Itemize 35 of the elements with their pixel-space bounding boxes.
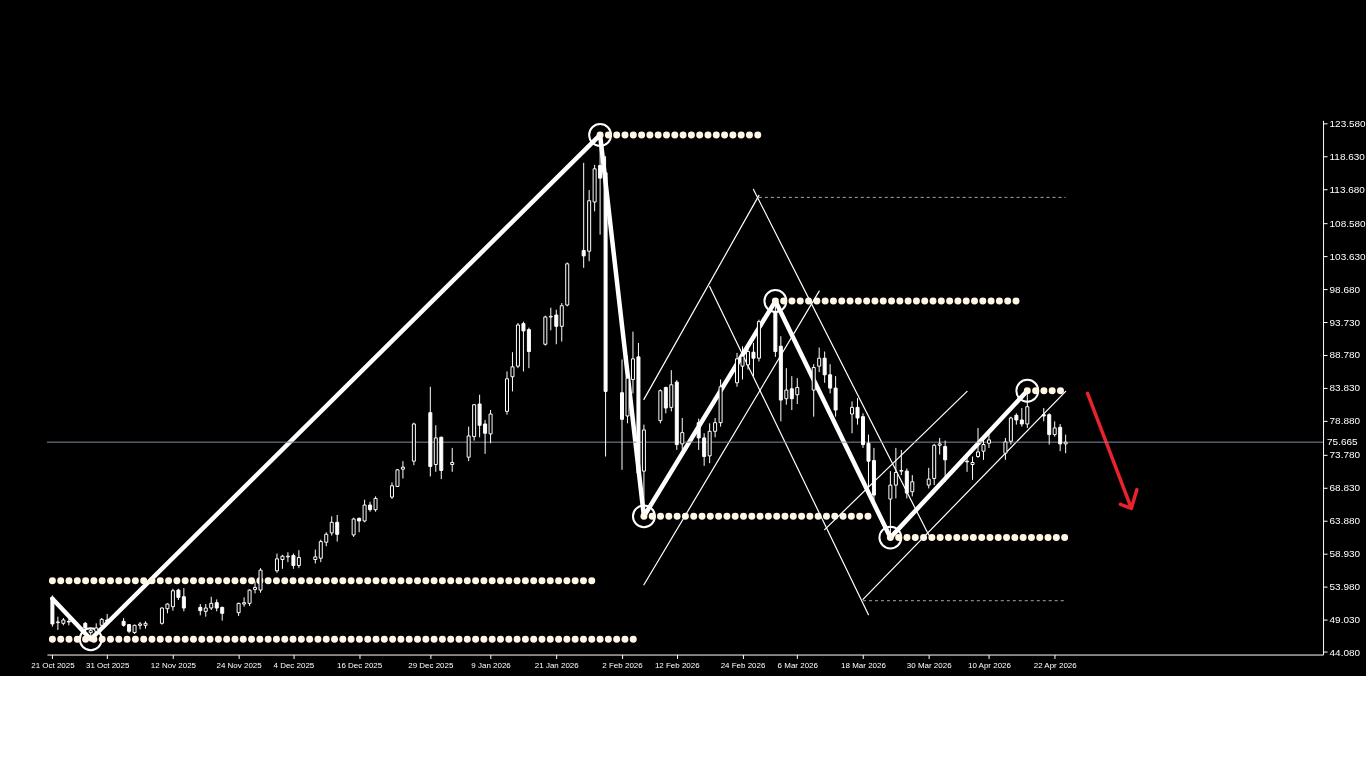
y-tick-label: 123.580 — [1329, 118, 1366, 130]
x-tick-label: 16 Dec 2025 — [337, 661, 383, 671]
y-tick-label: 108.580 — [1329, 217, 1366, 229]
x-tick-label: 9 Jan 2026 — [471, 661, 512, 671]
x-tick-label: 31 Oct 2025 — [85, 661, 130, 671]
y-tick-label: 44.080 — [1329, 646, 1361, 658]
x-tick-label: 4 Dec 2025 — [273, 661, 315, 671]
y-tick-label: 118.630 — [1329, 151, 1366, 163]
y-tick-label: 78.880 — [1329, 415, 1361, 427]
y-tick-label: 113.680 — [1329, 184, 1366, 196]
x-tick-label: 22 Apr 2026 — [1033, 661, 1078, 671]
y-tick-label: 53.980 — [1329, 580, 1361, 592]
y-tick-label: 49.030 — [1329, 613, 1361, 625]
x-tick-label: 29 Dec 2025 — [408, 661, 454, 671]
y-tick-label: 73.780 — [1329, 449, 1361, 461]
y-tick-label: 63.880 — [1329, 514, 1361, 526]
y-tick-label: 103.630 — [1329, 250, 1366, 262]
x-tick-label: 24 Nov 2025 — [216, 661, 263, 671]
x-tick-label: 12 Feb 2026 — [654, 661, 701, 671]
y-tick-label: 58.930 — [1329, 547, 1361, 559]
x-tick-label: 6 Mar 2026 — [777, 661, 819, 671]
x-tick-label: 10 Apr 2026 — [967, 661, 1012, 671]
ref-line-label: 75.665 — [1327, 436, 1358, 448]
x-tick-label: 21 Oct 2025 — [31, 661, 76, 671]
y-tick-label: 93.730 — [1329, 316, 1361, 328]
y-tick-label: 98.680 — [1329, 283, 1361, 295]
y-tick-label: 68.830 — [1329, 482, 1361, 494]
x-tick-label: 21 Jan 2026 — [534, 661, 580, 671]
y-tick-label: 88.780 — [1329, 349, 1361, 361]
x-tick-label: 18 Mar 2026 — [841, 661, 887, 671]
x-tick-label: 24 Feb 2026 — [720, 661, 766, 671]
x-tick-label: 12 Nov 2025 — [150, 661, 197, 671]
x-tick-label: 2 Feb 2026 — [602, 661, 644, 671]
x-tick-label: 30 Mar 2026 — [906, 661, 953, 671]
y-tick-label: 83.830 — [1329, 382, 1361, 394]
